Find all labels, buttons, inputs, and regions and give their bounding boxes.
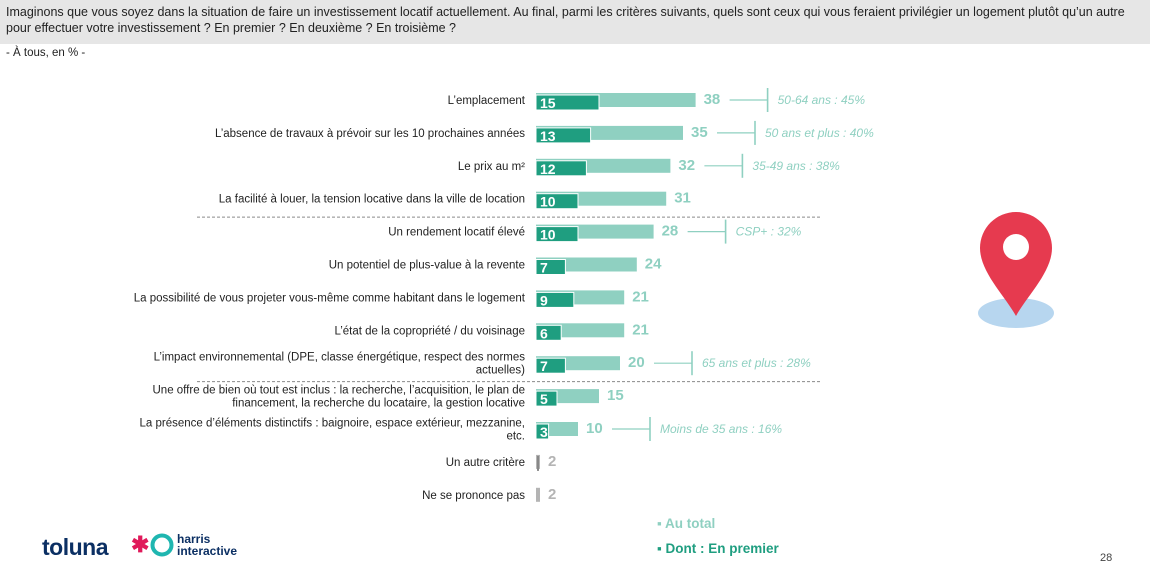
bar-total-value: 24: [645, 256, 662, 273]
bar-first: [535, 193, 579, 210]
bar-total-value: 2: [548, 486, 556, 503]
bar-first-value: 10: [540, 227, 556, 243]
bar-total-value: 35: [691, 124, 708, 141]
bar-total-value: 21: [632, 321, 649, 338]
annotation-label: 50 ans et plus : 40%: [765, 126, 874, 140]
bar-first: [535, 259, 566, 275]
category-label: L’emplacement: [448, 95, 526, 107]
bar-first-value: 10: [540, 194, 556, 210]
category-label-line: La possibilité de vous projeter vous-mêm…: [134, 292, 526, 304]
category-label: L’absence de travaux à prévoir sur les 1…: [215, 128, 525, 140]
category-label-line: La facilité à louer, la tension locative…: [219, 194, 525, 206]
category-label: La facilité à louer, la tension locative…: [219, 194, 525, 206]
category-label-line: financement, la recherche du locataire, …: [232, 398, 525, 410]
bar-first-value: 12: [540, 161, 556, 177]
bar-total-value: 15: [607, 387, 624, 404]
toluna-logo-text: toluna: [42, 534, 109, 560]
category-label-line: L’emplacement: [448, 95, 526, 107]
category-label-line: La présence d’éléments distinctifs : bai…: [140, 418, 525, 430]
bar-total-value: 21: [632, 288, 649, 305]
map-pin-hole: [1003, 234, 1029, 260]
category-label: La possibilité de vous projeter vous-mêm…: [134, 292, 526, 304]
category-label: L’impact environnemental (DPE, classe én…: [154, 352, 526, 377]
harris-line2: interactive: [177, 544, 238, 558]
bar-first: [535, 390, 558, 407]
category-label-line: Un potentiel de plus-value à la revente: [329, 260, 525, 272]
bar-total-value: 32: [678, 157, 695, 174]
bar-first: [535, 291, 575, 308]
bar-first: [535, 127, 592, 144]
legend-first-label: Dont : En premier: [665, 541, 779, 556]
category-label: La présence d’éléments distinctifs : bai…: [140, 418, 525, 443]
category-label-line: actuelles): [476, 365, 525, 377]
bar-first: [535, 423, 550, 440]
legend-total-label: Au total: [665, 516, 716, 531]
bar-first-value: 13: [540, 128, 556, 144]
harris-ring-icon: [150, 533, 174, 557]
harris-logo-text: harris interactive: [177, 533, 237, 557]
bar-first-value: 15: [540, 95, 556, 111]
category-label: Un potentiel de plus-value à la revente: [329, 260, 525, 272]
category-label-line: L’absence de travaux à prévoir sur les 1…: [215, 128, 525, 140]
bar-first: [537, 455, 539, 471]
annotation-label: 35-49 ans : 38%: [752, 159, 840, 173]
bar-total-value: 31: [674, 190, 691, 207]
page-number: 28: [1100, 552, 1113, 564]
bar-first-value: 6: [540, 325, 548, 341]
bar-total-value: 10: [586, 420, 603, 437]
legend-first: ▪ Dont : En premier: [657, 541, 779, 556]
bar-first-value: 9: [540, 292, 548, 308]
annotation-label: 65 ans et plus : 28%: [702, 356, 811, 370]
category-label-line: Un autre critère: [446, 457, 525, 469]
bar-total-value: 20: [628, 354, 645, 371]
category-label: L’état de la copropriété / du voisinage: [334, 325, 525, 337]
bar-first: [535, 160, 587, 177]
category-label-line: Une offre de bien où tout est inclus : l…: [153, 385, 526, 397]
bar-first-value: 3: [540, 424, 548, 440]
category-label-line: Le prix au m²: [458, 161, 525, 173]
snowflake-star-icon: ✱: [131, 532, 150, 557]
bar-first-value: 7: [540, 260, 548, 276]
bar-total: [536, 487, 540, 502]
category-label-line: Un rendement locatif élevé: [388, 227, 525, 239]
category-label-line: L’impact environnemental (DPE, classe én…: [154, 352, 526, 364]
bar-first-value: 7: [540, 358, 548, 374]
bar-total-value: 28: [662, 223, 679, 240]
bar-first: [535, 357, 566, 374]
bar-first: [535, 226, 579, 243]
annotation-label: Moins de 35 ans : 16%: [660, 422, 782, 436]
bar-total-value: 2: [548, 453, 556, 470]
bar-first: [535, 324, 562, 341]
category-label: Une offre de bien où tout est inclus : l…: [153, 385, 526, 410]
category-label-line: etc.: [506, 431, 525, 443]
annotation-label: CSP+ : 32%: [736, 225, 802, 239]
legend-total: ▪ Au total: [657, 516, 716, 531]
category-label: Le prix au m²: [458, 161, 525, 173]
category-label-line: L’état de la copropriété / du voisinage: [334, 325, 525, 337]
annotation-label: 50-64 ans : 45%: [778, 93, 866, 107]
category-label: Un rendement locatif élevé: [388, 227, 525, 239]
category-label: Un autre critère: [446, 457, 525, 469]
category-label-line: Ne se prononce pas: [422, 490, 525, 502]
bar-total-value: 38: [704, 91, 721, 108]
category-label: Ne se prononce pas: [422, 490, 525, 502]
question-banner: Imaginons que vous soyez dans la situati…: [0, 0, 1150, 44]
harris-line1: harris: [177, 532, 211, 546]
bar-first-value: 5: [540, 391, 548, 407]
bar-first: [535, 94, 600, 111]
map-pin-icon: [980, 212, 1052, 316]
question-text: Imaginons que vous soyez dans la situati…: [6, 5, 1125, 35]
base-text: - À tous, en % -: [6, 47, 86, 59]
